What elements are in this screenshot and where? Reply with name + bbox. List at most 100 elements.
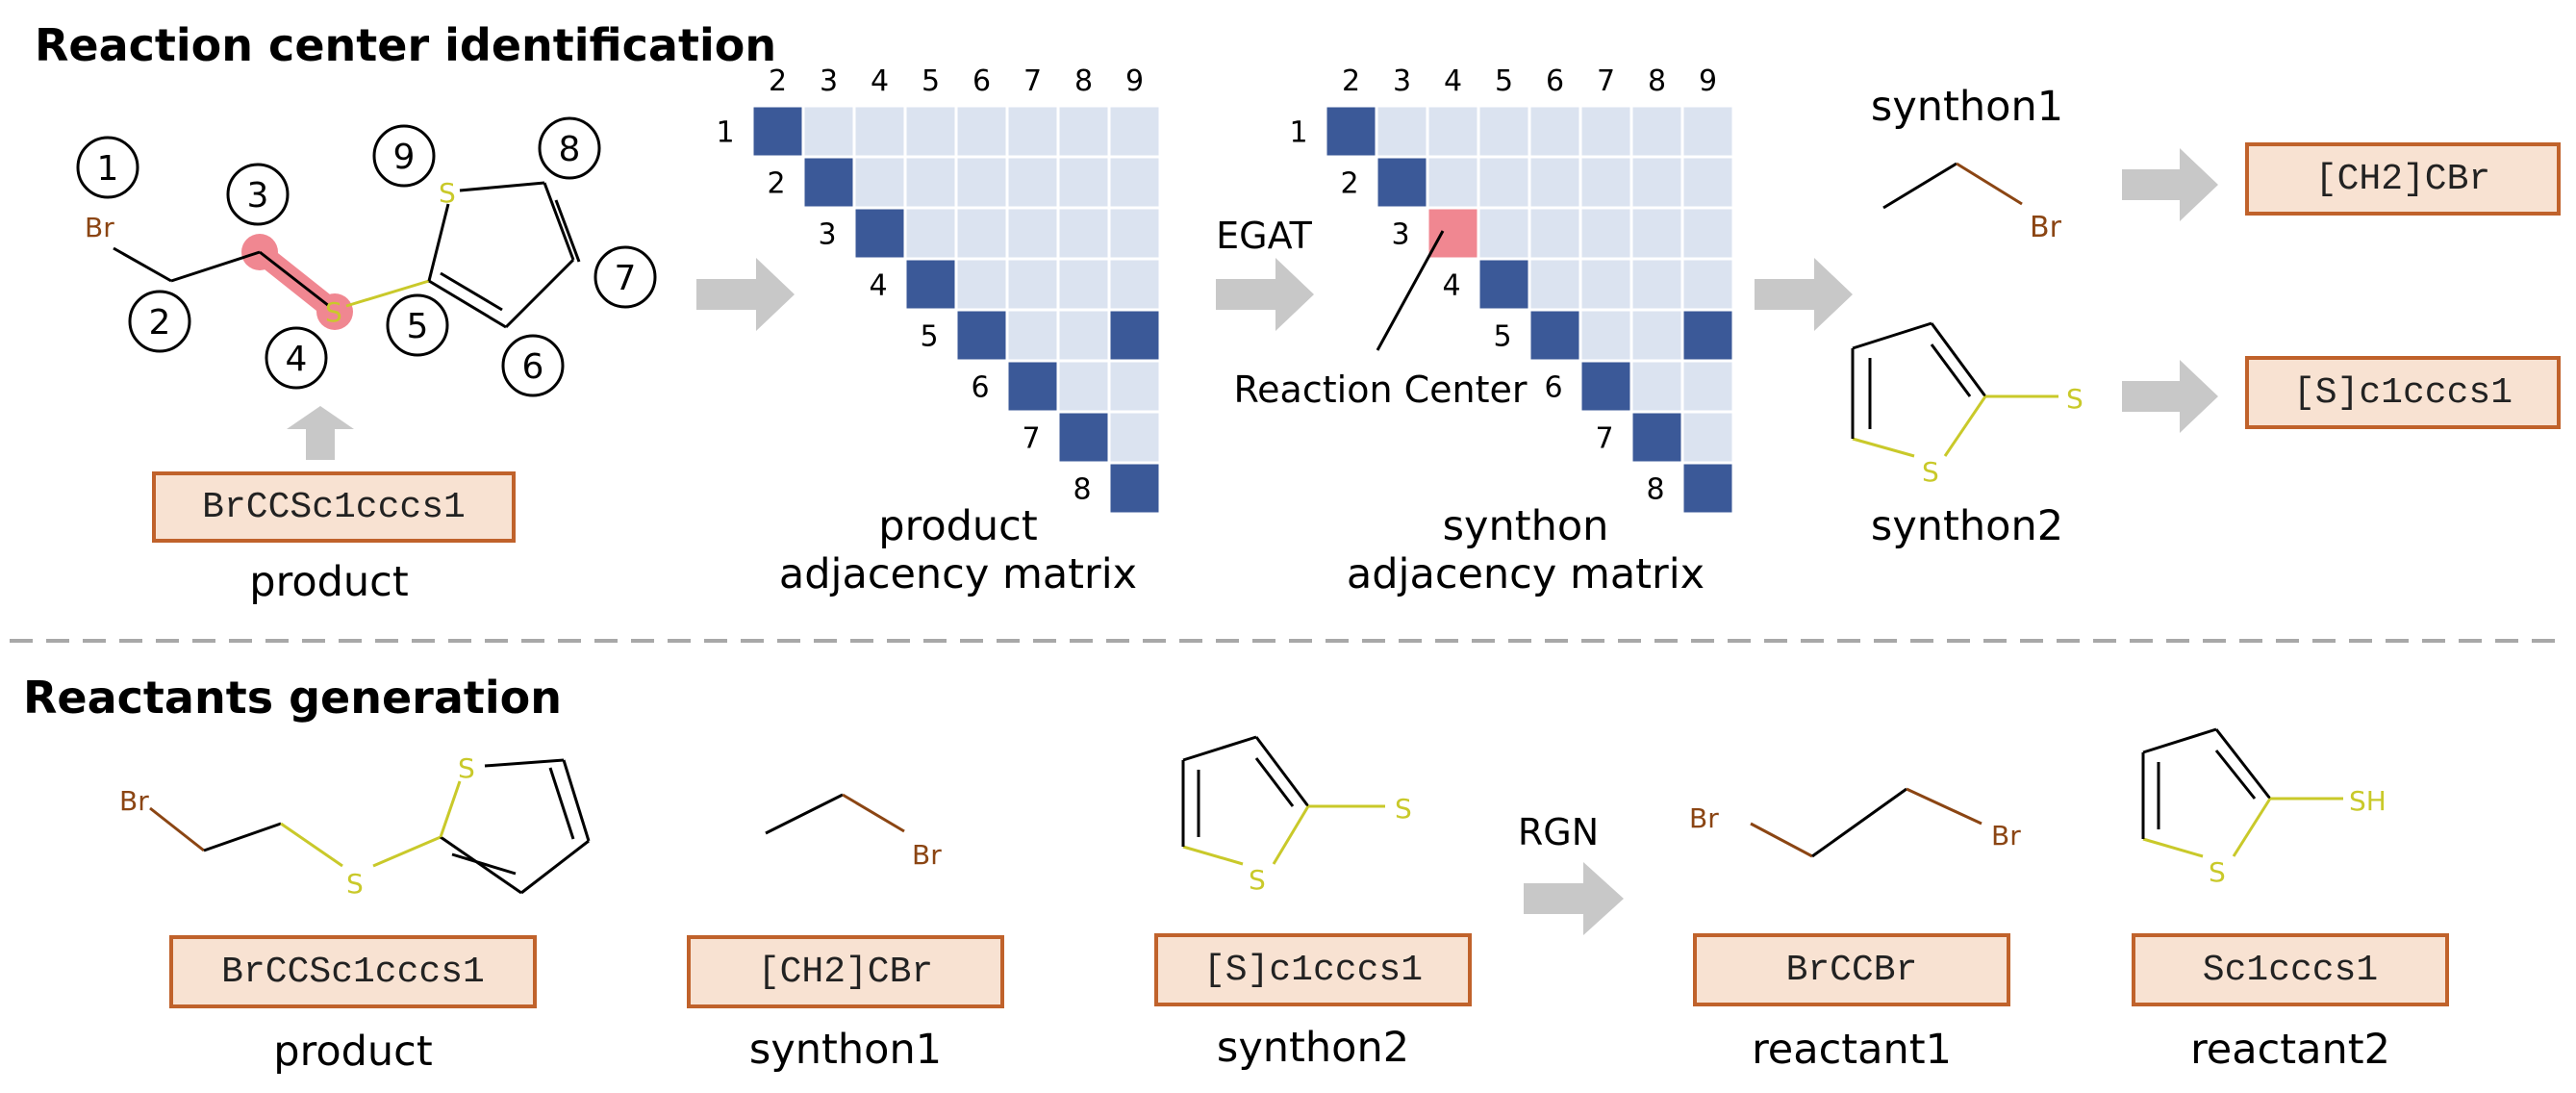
- matrix-cell: [1428, 158, 1477, 207]
- matrix-row-label: 1: [1289, 116, 1307, 150]
- matrix-cell: [1683, 311, 1732, 360]
- matrix-cell: [1110, 413, 1159, 462]
- matrix-row-label: 2: [1340, 167, 1358, 201]
- matrix-cell: [753, 107, 802, 156]
- reaction-center-pointer: [1376, 230, 1445, 351]
- synthon-matrix-title-line1: synthon: [1442, 502, 1609, 550]
- bond: [451, 852, 517, 876]
- atom-number-circle: [501, 334, 565, 397]
- matrix-cell: [1326, 107, 1376, 156]
- arrow-to-synthon1-smiles: [2122, 148, 2218, 221]
- atom-number-circle: [76, 136, 139, 199]
- synthon2-label: synthon2: [1216, 1024, 1410, 1072]
- reaction-center-label: Reaction Center: [1233, 369, 1528, 411]
- thiol-group: SH: [2349, 785, 2387, 817]
- bond: [1930, 343, 1972, 397]
- matrix-cell: [1530, 107, 1579, 156]
- matrix-row-label: 4: [869, 269, 887, 303]
- bond: [543, 182, 575, 261]
- matrix-col-label: 4: [1444, 64, 1462, 98]
- matrix-row-label: 5: [1493, 320, 1511, 354]
- product-label: product: [273, 1028, 433, 1076]
- atom-number-circle: [386, 293, 449, 357]
- matrix-cell: [906, 260, 955, 309]
- matrix-cell: [1530, 158, 1579, 207]
- matrix-cell: [1110, 362, 1159, 411]
- matrix-cell: [906, 107, 955, 156]
- product-molecule-numbered: Br S S 1 2 3 4 5 6 7 8 9: [76, 116, 657, 397]
- matrix-row-label: 8: [1646, 473, 1664, 507]
- arrow-egat: [1216, 258, 1314, 331]
- matrix-cell: [1632, 209, 1681, 258]
- bond: [1272, 805, 1310, 865]
- product-matrix-title-line1: product: [878, 502, 1038, 550]
- atom-number: 7: [615, 259, 637, 298]
- matrix-cell: [1059, 158, 1108, 207]
- synthon1-smiles-box: [CH2]CBr: [687, 935, 1004, 1008]
- bond: [504, 258, 575, 329]
- matrix-cell: [1479, 107, 1528, 156]
- bond: [520, 839, 590, 895]
- synthon2-label: synthon2: [1870, 502, 2064, 550]
- section-title-reaction-center: Reaction center identification: [35, 19, 777, 71]
- matrix-cell: [957, 260, 1006, 309]
- bond: [345, 279, 430, 308]
- matrix-row-label: 1: [716, 116, 734, 150]
- matrix-cell: [1008, 107, 1057, 156]
- atom-number-circle: [372, 124, 436, 188]
- matrix-cell: [957, 158, 1006, 207]
- matrix-cell: [1377, 158, 1427, 207]
- bond: [113, 246, 172, 283]
- matrix-cell: [855, 107, 904, 156]
- matrix-col-label: 7: [1023, 64, 1042, 98]
- matrix-cell: [1479, 209, 1528, 258]
- atom-number: 5: [407, 307, 429, 346]
- matrix-cell: [1110, 464, 1159, 513]
- matrix-cell: [1530, 260, 1579, 309]
- matrix-row-label: 3: [1391, 218, 1409, 252]
- bond: [1882, 162, 1957, 210]
- sulfur-atom: S: [1922, 456, 1939, 488]
- matrix-cell: [1683, 209, 1732, 258]
- synthon1-molecule: Br: [765, 793, 942, 871]
- atom-number: 8: [559, 130, 581, 169]
- matrix-cell: [1581, 362, 1630, 411]
- matrix-cell: [1683, 362, 1732, 411]
- reactant1-smiles-box: BrCCBr: [1693, 933, 2010, 1006]
- atom-number-circle: [265, 326, 328, 390]
- matrix-cell: [1059, 413, 1108, 462]
- atom-number: 6: [522, 347, 544, 387]
- matrix-col-label: 3: [1393, 64, 1411, 98]
- bond: [1811, 787, 1907, 858]
- bond: [1852, 437, 1915, 458]
- sulfur-atom: S: [439, 177, 456, 209]
- bromine-atom: Br: [2030, 211, 2062, 244]
- bond: [280, 822, 343, 868]
- bond: [562, 759, 591, 842]
- bond: [484, 758, 565, 768]
- bromine-atom: Br: [119, 785, 149, 817]
- bond: [259, 250, 330, 308]
- matrix-cell: [1581, 107, 1630, 156]
- matrix-row-label: 7: [1595, 422, 1613, 456]
- matrix-cell: [1377, 107, 1427, 156]
- bond: [1852, 321, 1932, 350]
- bond: [1254, 757, 1295, 807]
- matrix-cell: [1110, 209, 1159, 258]
- reactant2-label: reactant2: [2190, 1026, 2390, 1074]
- sulfur-atom: S: [2066, 383, 2084, 415]
- matrix-col-label: 8: [1074, 64, 1093, 98]
- matrix-cell: [1683, 158, 1732, 207]
- matrix-col-label: 2: [1342, 64, 1360, 98]
- matrix-cell: [1632, 158, 1681, 207]
- matrix-cell: [1008, 311, 1057, 360]
- reactant2-smiles-box: Sc1cccs1: [2132, 933, 2449, 1006]
- bond: [440, 271, 503, 312]
- atom-number-circle: [128, 290, 191, 353]
- matrix-cell: [1059, 107, 1108, 156]
- matrix-row-label: 5: [920, 320, 938, 354]
- matrix-col-label: 9: [1699, 64, 1717, 98]
- matrix-cell: [1683, 107, 1732, 156]
- matrix-cell: [1632, 107, 1681, 156]
